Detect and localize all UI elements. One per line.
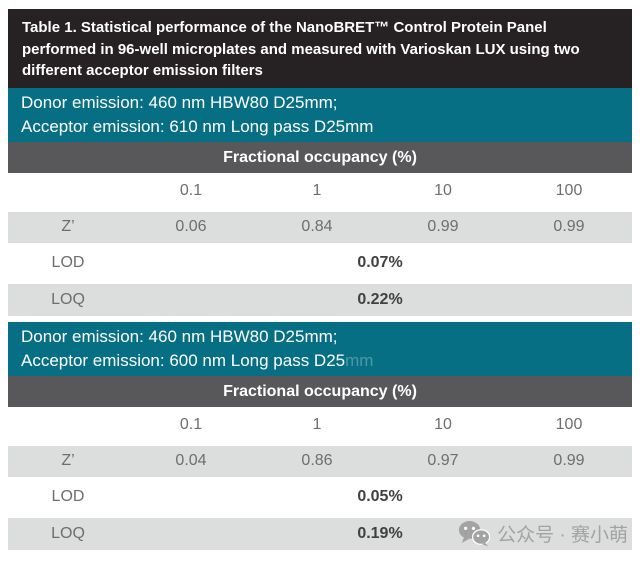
occupancy-columns-row: 0.1 1 10 100: [8, 406, 632, 444]
emission-settings-header: Donor emission: 460 nm HBW80 D25mm; Acce…: [8, 87, 632, 142]
lod-row: LOD 0.07%: [8, 244, 632, 282]
loq-value: 0.19%: [357, 524, 403, 542]
column-header-1: 1: [312, 182, 322, 199]
caption-line-2: performed in 96-well microplates and mea…: [22, 40, 580, 58]
column-header-100: 100: [555, 416, 583, 433]
zprime-label: Z’: [61, 452, 75, 469]
acceptor-emission-faded-suffix: mm: [345, 350, 374, 370]
acceptor-emission-main: Acceptor emission: 610 nm Long pass D25m…: [21, 116, 374, 136]
zprime-row: Z’ 0.04 0.86 0.97 0.99: [8, 443, 632, 479]
column-header-100: 100: [555, 182, 583, 199]
loq-row: LOQ 0.19% 公众号 · 赛小萌: [8, 515, 632, 552]
column-header-10: 10: [434, 182, 452, 199]
watermark-text: 公众号 · 赛小萌: [497, 525, 628, 546]
column-header-10: 10: [434, 416, 452, 433]
donor-emission-text: Donor emission: 460 nm HBW80 D25mm;: [21, 326, 338, 346]
zprime-value: 0.99: [553, 452, 585, 469]
fractional-occupancy-header: Fractional occupancy (%): [8, 375, 632, 407]
fractional-occupancy-header: Fractional occupancy (%): [8, 141, 632, 173]
donor-emission-text: Donor emission: 460 nm HBW80 D25mm;: [21, 92, 338, 112]
zprime-value: 0.86: [301, 452, 333, 469]
zprime-value: 0.99: [427, 218, 459, 235]
zprime-value: 0.04: [175, 452, 207, 469]
table-figure: Table 1. Statistical performance of the …: [8, 9, 632, 552]
acceptor-emission-text: Acceptor emission: 600 nm Long pass D25m…: [21, 349, 619, 373]
loq-row: LOQ 0.22%: [8, 281, 632, 318]
watermark: 公众号 · 赛小萌: [458, 518, 628, 550]
emission-settings-header: Donor emission: 460 nm HBW80 D25mm; Acce…: [8, 321, 632, 376]
loq-label: LOQ: [51, 524, 85, 542]
loq-value: 0.22%: [357, 290, 403, 308]
filter-section-600nm: Donor emission: 460 nm HBW80 D25mm; Acce…: [8, 321, 632, 552]
column-header-0.1: 0.1: [179, 416, 203, 433]
caption-line-3: different acceptor emission filters: [22, 62, 263, 79]
zprime-value: 0.99: [553, 218, 585, 235]
loq-label: LOQ: [51, 290, 85, 308]
lod-value: 0.05%: [357, 488, 403, 505]
table-caption: Table 1. Statistical performance of the …: [8, 9, 632, 88]
caption-line-1: Table 1. Statistical performance of the …: [22, 19, 547, 36]
wechat-icon: [458, 521, 491, 547]
column-header-0.1: 0.1: [179, 182, 203, 199]
column-header-1: 1: [312, 416, 322, 433]
zprime-value: 0.06: [175, 218, 207, 235]
lod-value: 0.07%: [357, 254, 403, 271]
zprime-row: Z’ 0.06 0.84 0.99 0.99: [8, 209, 632, 245]
occupancy-columns-row: 0.1 1 10 100: [8, 172, 632, 210]
filter-section-610nm: Donor emission: 460 nm HBW80 D25mm; Acce…: [8, 87, 632, 318]
lod-row: LOD 0.05%: [8, 478, 632, 516]
zprime-value: 0.97: [427, 452, 459, 469]
lod-label: LOD: [51, 488, 85, 505]
lod-label: LOD: [51, 254, 85, 271]
zprime-value: 0.84: [301, 218, 333, 235]
acceptor-emission-main: Acceptor emission: 600 nm Long pass D25: [21, 350, 346, 370]
section-divider: [8, 317, 632, 322]
zprime-label: Z’: [61, 218, 75, 235]
acceptor-emission-text: Acceptor emission: 610 nm Long pass D25m…: [21, 115, 619, 139]
